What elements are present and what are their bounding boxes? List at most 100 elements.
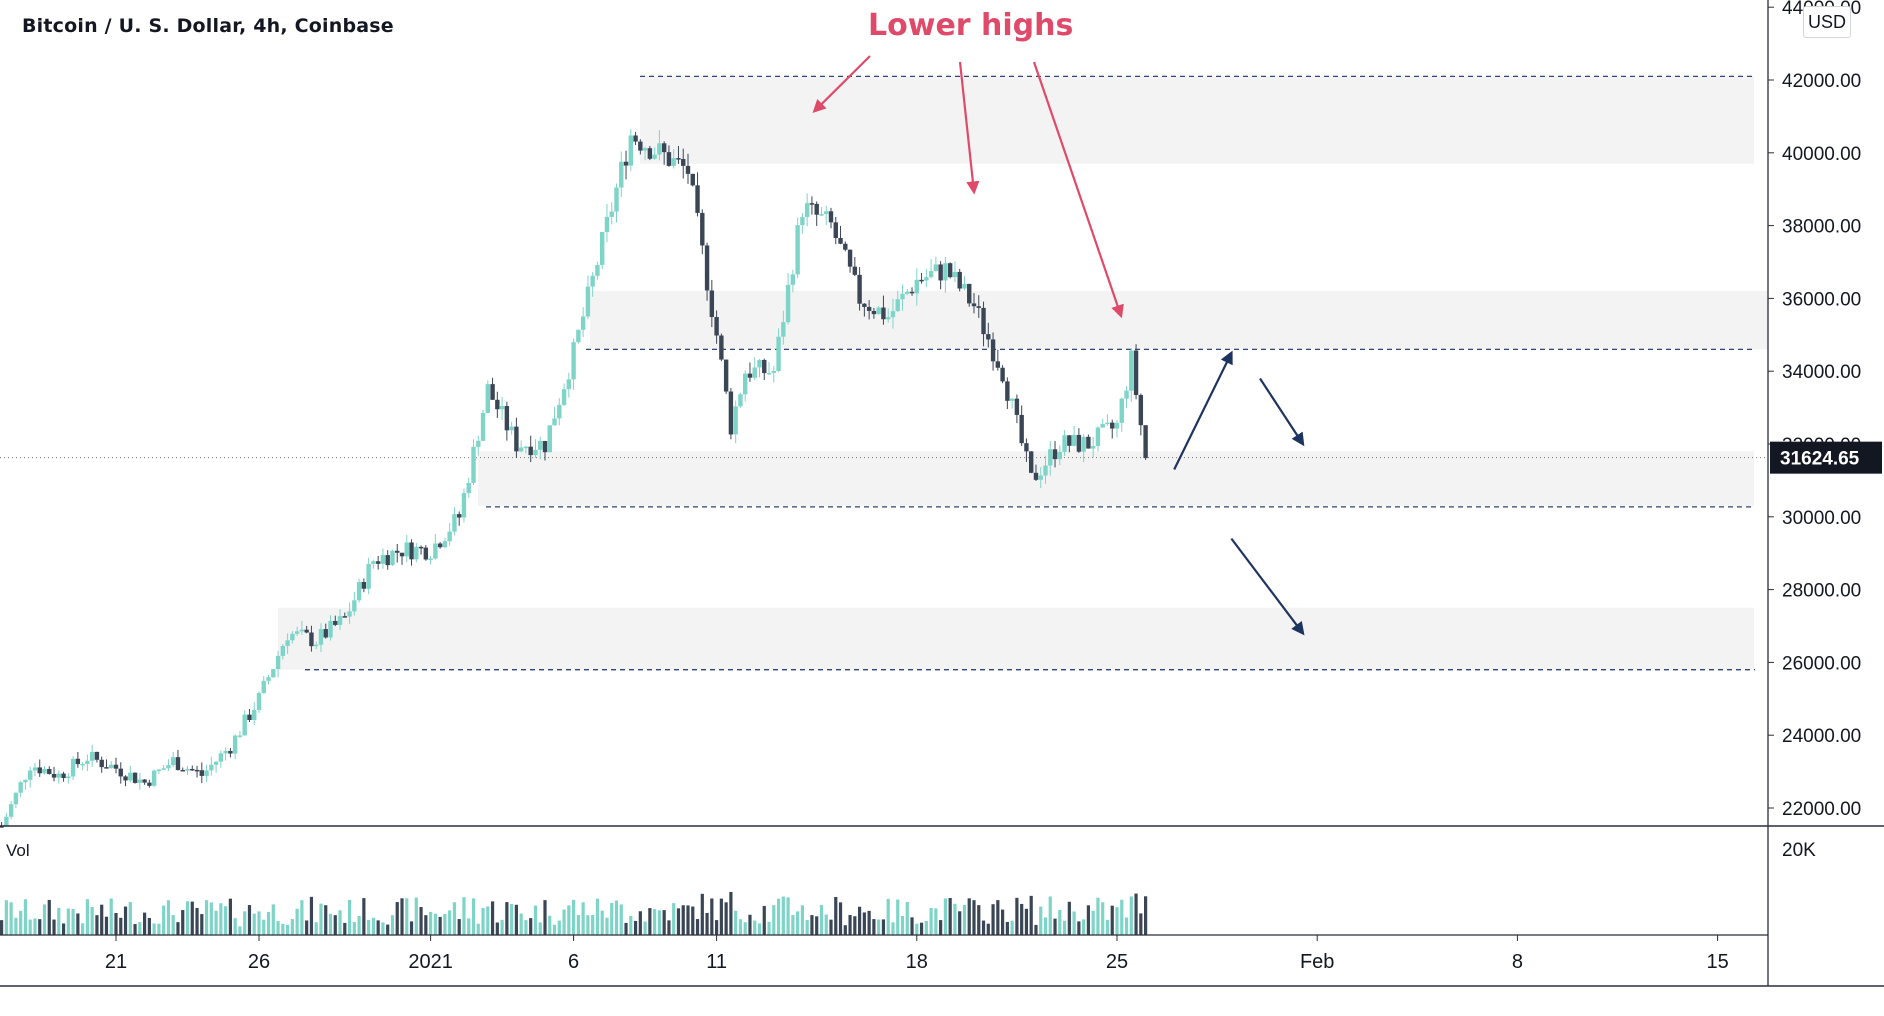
candle-body	[218, 753, 224, 762]
time-tick-label: 2021	[408, 951, 453, 973]
volume-bar	[76, 913, 80, 935]
volume-bar	[200, 914, 204, 935]
candle-body	[166, 765, 171, 769]
candle-body	[18, 782, 23, 793]
candle-body	[781, 322, 786, 337]
candle-body	[328, 620, 333, 638]
volume-bar	[405, 898, 409, 935]
support-resistance-zone	[590, 291, 1768, 350]
candle-body	[871, 310, 877, 315]
candle-body	[1124, 390, 1129, 399]
volume-bar	[309, 896, 314, 935]
candle-body	[290, 633, 295, 641]
volume-bar	[100, 904, 104, 935]
candle-body	[747, 373, 753, 378]
price-tick-label: 26000.00	[1782, 653, 1861, 674]
currency-button[interactable]: USD	[1803, 6, 1851, 38]
volume-bar	[896, 899, 900, 935]
candle-body	[1090, 446, 1096, 449]
volume-bar	[324, 905, 328, 935]
candle-body	[447, 531, 452, 542]
candle-body	[1057, 451, 1062, 460]
candle-body	[514, 426, 519, 452]
volume-bar	[319, 903, 323, 935]
volume-bar	[257, 911, 261, 935]
volume-label[interactable]: Vol	[6, 841, 30, 860]
candle-body	[1033, 472, 1039, 480]
candle-body	[471, 446, 476, 483]
candle-body	[952, 271, 958, 278]
price-tick-label: 24000.00	[1782, 726, 1861, 747]
candle-body	[828, 211, 834, 223]
volume-bar	[123, 906, 128, 935]
volume-bar	[166, 900, 171, 935]
candle-body	[1138, 394, 1144, 426]
volume-bar	[848, 914, 852, 935]
volume-bar	[633, 920, 638, 935]
volume-bar	[185, 901, 190, 935]
volume-bar	[457, 919, 461, 935]
candle-body	[485, 384, 490, 413]
volume-bar	[700, 893, 704, 935]
volume-bar	[753, 920, 757, 935]
volume-bar	[967, 898, 971, 935]
volume-bar	[1115, 907, 1119, 935]
volume-bar	[90, 907, 94, 935]
volume-bar	[28, 919, 32, 935]
volume-bar	[800, 905, 804, 935]
volume-bar	[977, 905, 981, 935]
candle-body	[414, 546, 419, 560]
candle-body	[213, 761, 219, 765]
candle-body	[576, 329, 581, 343]
time-tick-label: 26	[248, 951, 270, 973]
candle-body	[886, 317, 891, 320]
volume-bar	[629, 915, 633, 935]
candle-body	[990, 339, 996, 362]
volume-bar	[538, 922, 542, 935]
candle-body	[199, 770, 204, 776]
volume-bar	[343, 922, 347, 935]
time-tick-label: 8	[1512, 951, 1523, 973]
candle-body	[1038, 475, 1043, 480]
candle-body	[1005, 381, 1010, 401]
volume-bar	[805, 920, 809, 935]
volume-bar	[471, 898, 476, 935]
volume-bar	[691, 906, 695, 935]
candle-body	[56, 773, 61, 778]
volume-bar	[1110, 905, 1114, 935]
volume-bar	[1091, 910, 1095, 935]
volume-bar	[295, 908, 299, 935]
candle-body	[13, 792, 19, 805]
volume-bar	[729, 891, 733, 935]
time-tick-label: 25	[1106, 951, 1128, 973]
candle-body	[757, 359, 762, 368]
lower-high-arrow	[812, 55, 871, 114]
volume-bar	[886, 898, 890, 935]
candle-body	[1052, 449, 1058, 460]
volume-bar	[305, 920, 309, 935]
candle-body	[204, 770, 209, 776]
candle-body	[66, 776, 71, 779]
volume-bar	[495, 922, 499, 935]
volume-bar	[905, 902, 909, 935]
volume-bar	[490, 901, 495, 935]
volume-bar	[843, 925, 847, 935]
candle-body	[719, 335, 724, 360]
volume-bar	[529, 918, 533, 935]
candle-body	[766, 372, 772, 375]
candle-body	[523, 446, 529, 449]
candle-body	[356, 582, 362, 601]
volume-bar	[61, 923, 66, 935]
volume-bar	[514, 904, 518, 935]
symbol-title[interactable]: Bitcoin / U. S. Dollar, 4h, Coinbase	[22, 15, 394, 37]
candle-body	[580, 316, 586, 330]
volume-bar	[605, 917, 609, 935]
volume-bar	[1105, 919, 1110, 935]
candle-body	[461, 493, 467, 518]
volume-bar	[676, 908, 681, 935]
candle-body	[342, 616, 347, 618]
volume-bar	[815, 916, 819, 935]
candle-body	[571, 342, 576, 380]
candle-body	[104, 767, 109, 769]
candle-body	[476, 440, 481, 447]
